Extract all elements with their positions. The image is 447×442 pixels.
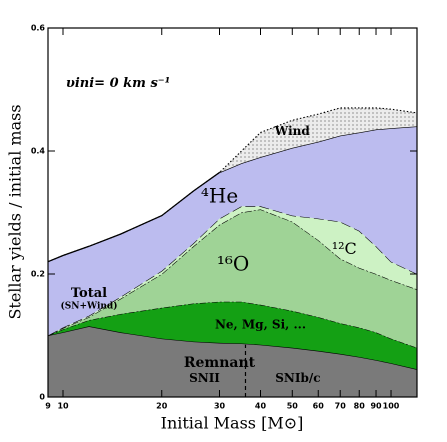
x-tick-label: 100 (383, 402, 400, 411)
area (48, 326, 417, 397)
annotation: Total (71, 286, 107, 301)
area-edge (48, 107, 417, 263)
series-label: ¹⁶O (217, 251, 249, 275)
y-tick-label: 0.2 (31, 270, 45, 279)
x-tick-label: 80 (354, 402, 366, 411)
annotation: (SN+Wind) (60, 300, 117, 311)
series-label: Wind (274, 124, 311, 138)
y-axis-label: Stellar yields / initial mass (6, 104, 25, 319)
annotation: SNII (189, 371, 220, 385)
area (48, 301, 417, 370)
area-texture (48, 107, 417, 262)
series-label: Remnant (184, 355, 256, 371)
x-tick-label: 10 (57, 402, 69, 411)
x-tick-label: 60 (313, 402, 325, 411)
x-tick-label: 50 (287, 402, 299, 411)
x-tick-label: 90 (370, 402, 382, 411)
x-tick-label: 70 (335, 402, 347, 411)
x-tick-label: 30 (214, 402, 226, 411)
series-label: ¹²C (332, 239, 357, 258)
area (48, 126, 417, 336)
area (48, 209, 417, 348)
plot-area (48, 107, 417, 397)
annotation: SNIb/c (275, 371, 320, 385)
y-tick-label: 0.4 (31, 147, 46, 156)
plot-frame (47, 27, 418, 398)
x-tick-label: 40 (255, 402, 267, 411)
x-tick-label: 20 (156, 402, 168, 411)
y-tick-label: 0 (39, 393, 45, 402)
area (48, 206, 417, 336)
annotation: υini= 0 km s⁻¹ (66, 76, 171, 91)
x-axis-label: Initial Mass [M⊙] (161, 414, 304, 433)
series-label: ⁴He (201, 184, 238, 208)
x-tick-label: 9 (45, 402, 51, 411)
series-label: Ne, Mg, Si, ... (215, 318, 306, 332)
y-tick-label: 0.6 (31, 24, 46, 33)
